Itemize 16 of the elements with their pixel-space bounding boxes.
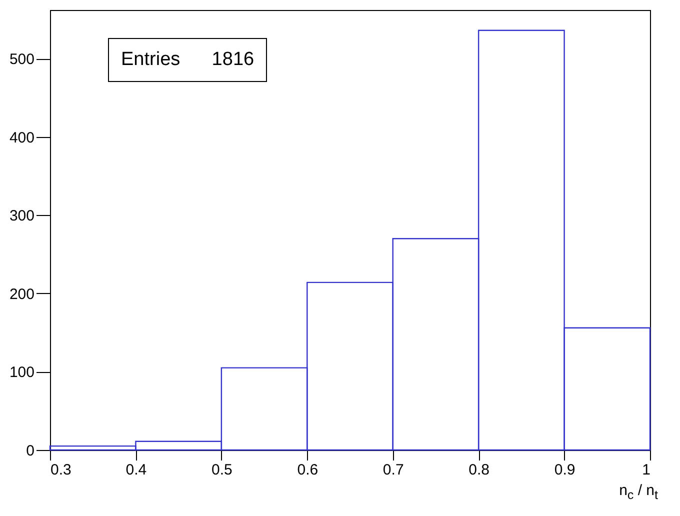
y-tick-label: 400 — [9, 129, 34, 146]
x-axis-title: n$_{c}$ / n$_{t}$ — [619, 482, 658, 502]
y-tick-label: 200 — [9, 286, 34, 303]
x-tick-label: 0.3 — [50, 462, 72, 478]
y-tick-label: 300 — [9, 208, 34, 225]
y-tick-label: 0 — [26, 442, 34, 460]
x-tick-label: 0.6 — [297, 462, 318, 478]
x-tick-label: 0.7 — [382, 462, 404, 478]
x-tick-label: 1 — [642, 462, 650, 478]
x-tick-label: 0.9 — [554, 462, 576, 478]
x-tick-label: 0.4 — [126, 462, 147, 478]
y-tick-label: 100 — [9, 364, 34, 382]
y-tick-label: 500 — [9, 51, 34, 68]
x-tick-label: 0.8 — [468, 462, 490, 478]
x-tick-label: 0.5 — [212, 462, 232, 478]
annotation: Entries 1816 — [108, 38, 268, 82]
